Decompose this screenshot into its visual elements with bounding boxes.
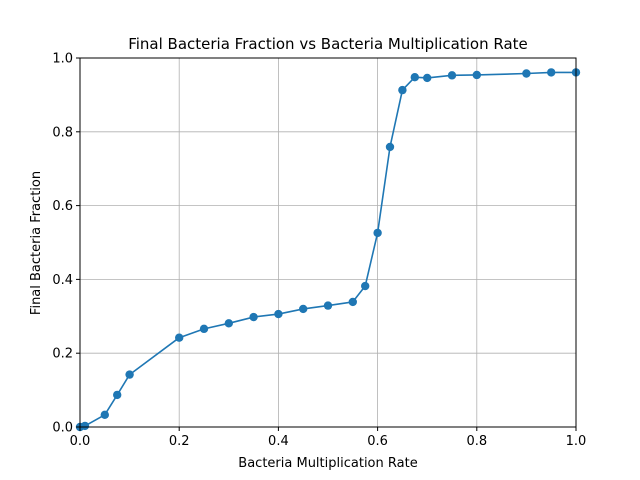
- x-tick-label: 0.6: [367, 434, 388, 449]
- data-point: [113, 390, 122, 400]
- x-axis-label: Bacteria Multiplication Rate: [238, 456, 417, 471]
- data-point: [410, 72, 419, 82]
- data-point: [299, 304, 308, 314]
- y-tick-label: 0.0: [52, 421, 73, 436]
- data-point: [373, 228, 382, 238]
- data-point: [447, 71, 457, 80]
- data-point: [323, 301, 333, 310]
- series-layer: [75, 68, 581, 432]
- data-point: [472, 70, 481, 80]
- data-point: [522, 69, 531, 78]
- y-tick-label: 1.0: [52, 52, 73, 67]
- data-point: [175, 333, 184, 342]
- data-point: [274, 309, 283, 319]
- series-line: [79, 71, 576, 428]
- data-point: [125, 370, 134, 379]
- x-tick-label: 0.4: [268, 434, 289, 449]
- y-tick-label: 0.4: [52, 273, 73, 288]
- data-point: [361, 281, 370, 291]
- data-point: [423, 73, 432, 83]
- x-tick-label: 1.0: [566, 434, 587, 449]
- x-tick-label: 0.0: [70, 434, 91, 449]
- data-point: [80, 421, 90, 431]
- data-point: [100, 410, 110, 420]
- data-point: [348, 297, 357, 307]
- data-point: [385, 142, 395, 152]
- data-point: [199, 324, 209, 334]
- x-tick-label: 0.8: [466, 434, 487, 449]
- x-tick-label: 0.2: [169, 434, 190, 449]
- data-point: [398, 85, 407, 95]
- data-point: [547, 68, 556, 77]
- y-axis-label: Final Bacteria Fraction: [29, 171, 44, 315]
- chart-title: Final Bacteria Fraction vs Bacteria Mult…: [128, 35, 528, 53]
- y-tick-label: 0.2: [52, 347, 73, 362]
- ticks: 0.0 0.2 0.4 0.6 0.8 1.0 0.0 0.2 0.4 0.6 0.8 1.0: [52, 52, 586, 450]
- data-point: [224, 319, 233, 328]
- y-tick-label: 0.6: [52, 199, 73, 214]
- grid: [79, 57, 577, 428]
- y-tick-label: 0.8: [52, 125, 73, 140]
- plot-frame: [79, 57, 577, 428]
- data-point: [249, 312, 258, 322]
